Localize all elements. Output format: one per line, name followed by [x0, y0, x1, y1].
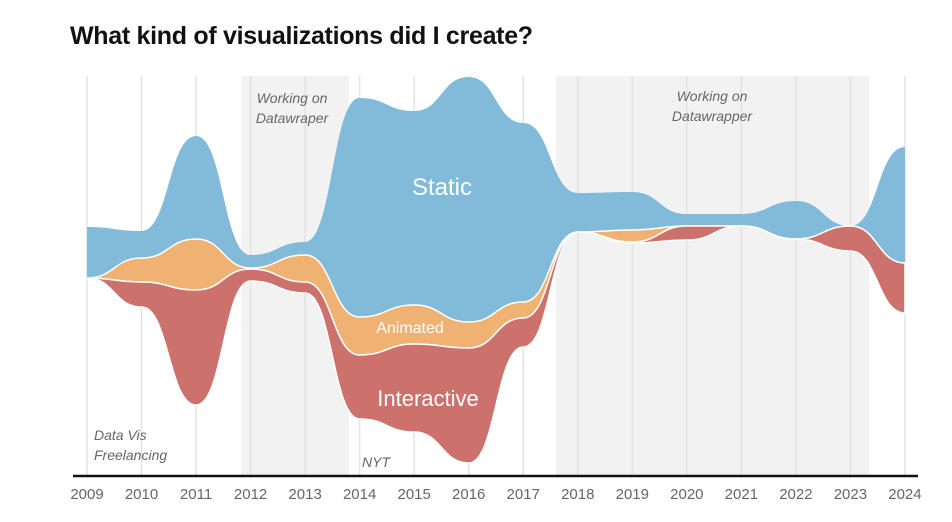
stream-interactive	[86, 225, 906, 464]
x-tick-label-2009: 2009	[70, 486, 103, 503]
chart-title: What kind of visualizations did I create…	[70, 22, 533, 50]
x-tick-label-2021: 2021	[725, 486, 758, 503]
x-tick-label-2019: 2019	[616, 486, 649, 503]
series-label-interactive: Interactive	[377, 386, 479, 411]
series-label-static: Static	[412, 174, 472, 201]
x-tick-label-2017: 2017	[507, 486, 540, 503]
x-tick-label-2023: 2023	[834, 486, 867, 503]
x-tick-label-2010: 2010	[125, 486, 158, 503]
x-tick-label-2024: 2024	[888, 486, 921, 503]
x-tick-label-2015: 2015	[397, 486, 430, 503]
x-tick-label-2018: 2018	[561, 486, 594, 503]
annotation-working-on-datawrapper: Working on Datawrapper	[671, 88, 753, 124]
annotation-working-on-datawraper: Working on Datawraper	[255, 90, 329, 126]
x-tick-label-2022: 2022	[779, 486, 812, 503]
shaded-period-1	[555, 76, 870, 476]
annotation-freelancing-line1: Data Vis	[94, 427, 147, 443]
x-tick-label-2012: 2012	[234, 486, 267, 503]
x-tick-label-2014: 2014	[343, 486, 376, 503]
series-label-animated: Animated	[376, 320, 444, 337]
annotation-freelancing-line2: Freelancing	[94, 447, 167, 463]
x-tick-label-2016: 2016	[452, 486, 485, 503]
x-tick-label-2013: 2013	[288, 486, 321, 503]
stream-static	[87, 77, 905, 322]
x-tick-label-2020: 2020	[670, 486, 703, 503]
x-tick-label-2011: 2011	[180, 486, 212, 503]
annotation-nyt: NYT	[362, 454, 391, 470]
